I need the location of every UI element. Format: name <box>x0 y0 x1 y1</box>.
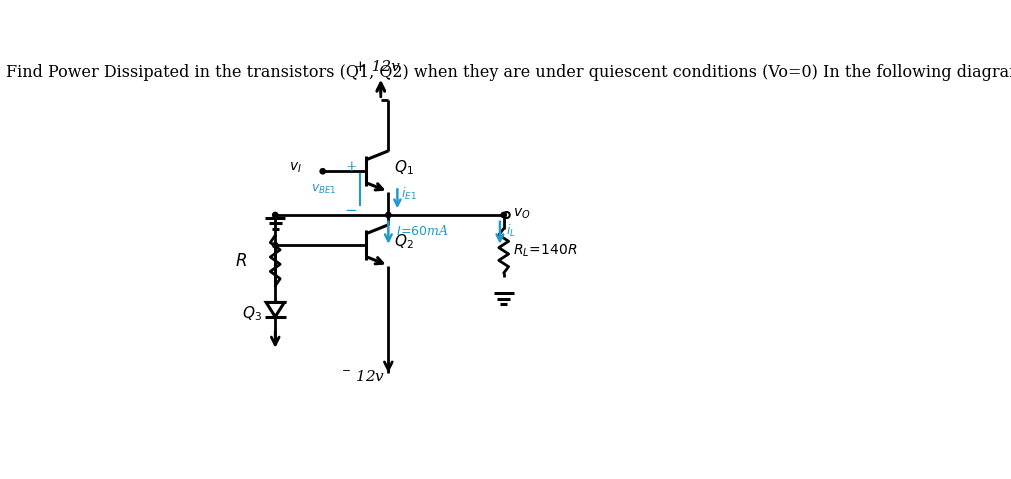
Circle shape <box>320 169 326 174</box>
Text: −: − <box>344 204 357 218</box>
Text: $i_{E1}$: $i_{E1}$ <box>401 186 417 202</box>
Text: $R$: $R$ <box>236 253 248 270</box>
Circle shape <box>501 212 507 217</box>
Text: $Q_1$: $Q_1$ <box>393 158 413 177</box>
Text: $v_O$: $v_O$ <box>513 207 530 221</box>
Text: $v_{BE1}$: $v_{BE1}$ <box>311 183 337 196</box>
Text: $v_I$: $v_I$ <box>289 161 301 175</box>
Text: $R_L\!=\!140R$: $R_L\!=\!140R$ <box>513 242 577 259</box>
Text: Find Power Dissipated in the transistors (Q1, Q2) when they are under quiescent : Find Power Dissipated in the transistors… <box>6 64 1011 81</box>
Text: $Q_3$: $Q_3$ <box>242 305 262 323</box>
Text: $Q_2$: $Q_2$ <box>393 232 413 251</box>
Text: +: + <box>345 160 357 174</box>
Circle shape <box>273 212 278 217</box>
Circle shape <box>385 212 391 217</box>
Text: $I\!=\!60$mA: $I\!=\!60$mA <box>396 224 449 238</box>
Circle shape <box>273 242 278 248</box>
Text: + 12v: + 12v <box>355 60 400 74</box>
Text: $i_L$: $i_L$ <box>506 223 516 239</box>
Text: $^{-}$ 12v: $^{-}$ 12v <box>342 369 385 384</box>
